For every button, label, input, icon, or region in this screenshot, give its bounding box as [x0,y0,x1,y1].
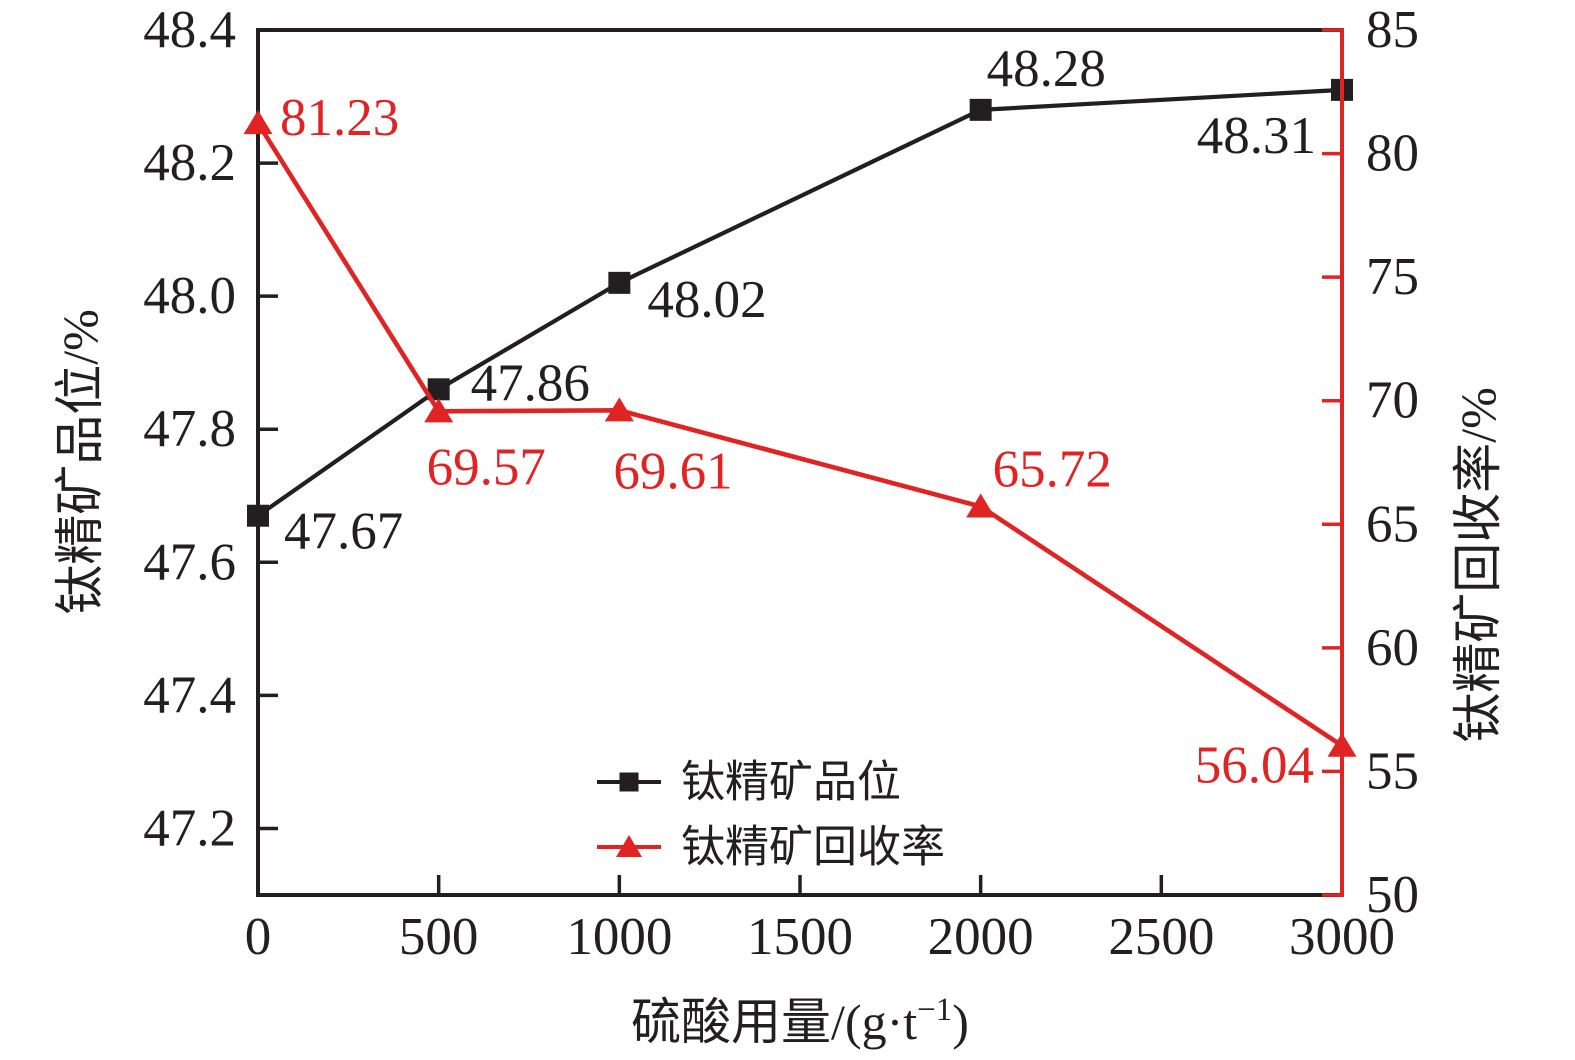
triangle-marker [604,397,634,422]
point-value-label: 47.67 [284,503,403,561]
right-axis-tick-label: 80 [1366,125,1419,183]
point-value-label: 48.31 [1197,107,1316,165]
point-value-label: 48.02 [647,271,766,329]
x-axis-tick-label: 2000 [928,908,1034,966]
left-axis-tick-label: 48.2 [143,134,236,192]
legend-square-marker [619,772,639,792]
square-marker [427,378,450,401]
legend-triangle-marker [616,835,642,857]
triangle-marker [966,493,996,518]
right-axis-tick-label: 70 [1366,372,1419,430]
right-axis-tick-label: 75 [1366,248,1419,306]
series-line [256,87,1343,518]
point-value-label: 69.61 [613,442,732,500]
right-axis-tick-label: 85 [1366,1,1419,59]
left-axis-tick-label: 47.2 [143,799,236,857]
right-axis-title: 钛精矿回收率/% [1450,387,1506,743]
left-axis-tick-label: 48.0 [143,267,236,325]
series-grade: 47.67 47.86 48.02 48.28 48.31 [247,40,1353,561]
x-axis-tick-label: 500 [399,908,479,966]
x-axis-tick-label: 0 [245,908,272,966]
square-marker [247,504,269,527]
legend-item-label: 钛精矿品位 [681,758,901,807]
x-axis-title: 硫酸用量/(g·t−1) [631,992,969,1050]
legend-item: 钛精矿回收率 [597,823,945,872]
x-axis-tick-label: 3000 [1289,908,1395,966]
legend-item: 钛精矿品位 [597,758,901,807]
point-value-label: 48.28 [987,40,1106,98]
left-axis-tick-label: 47.8 [143,400,236,458]
right-axis-tick-label: 50 [1366,866,1419,924]
square-marker [969,98,992,121]
series-line [256,121,1344,748]
left-axis-title: 钛精矿品位/% [52,309,108,615]
left-axis-tick-label: 47.6 [143,533,236,591]
point-value-label: 65.72 [993,440,1112,498]
right-axis-tick-label: 65 [1366,495,1419,553]
left-axis-tick-label: 47.4 [143,666,236,724]
x-axis-tick-label: 1500 [747,908,853,966]
x-axis-tick-label: 1000 [566,908,672,966]
point-value-label: 69.57 [427,438,546,496]
right-axis-tick-label: 55 [1366,742,1419,800]
triangle-marker [243,110,273,135]
left-axis-tick-label: 48.4 [143,1,236,59]
legend-item-label: 钛精矿回收率 [681,823,945,872]
point-value-label: 81.23 [280,89,399,147]
triangle-marker [424,398,454,423]
x-axis-tick-label: 2500 [1108,908,1214,966]
square-marker [608,271,631,294]
point-value-label: 47.86 [471,354,590,412]
point-value-label: 56.04 [1195,737,1314,795]
right-axis-tick-label: 60 [1366,619,1419,677]
series-recovery: 81.23 69.57 69.61 65.72 56.04 [243,89,1357,795]
